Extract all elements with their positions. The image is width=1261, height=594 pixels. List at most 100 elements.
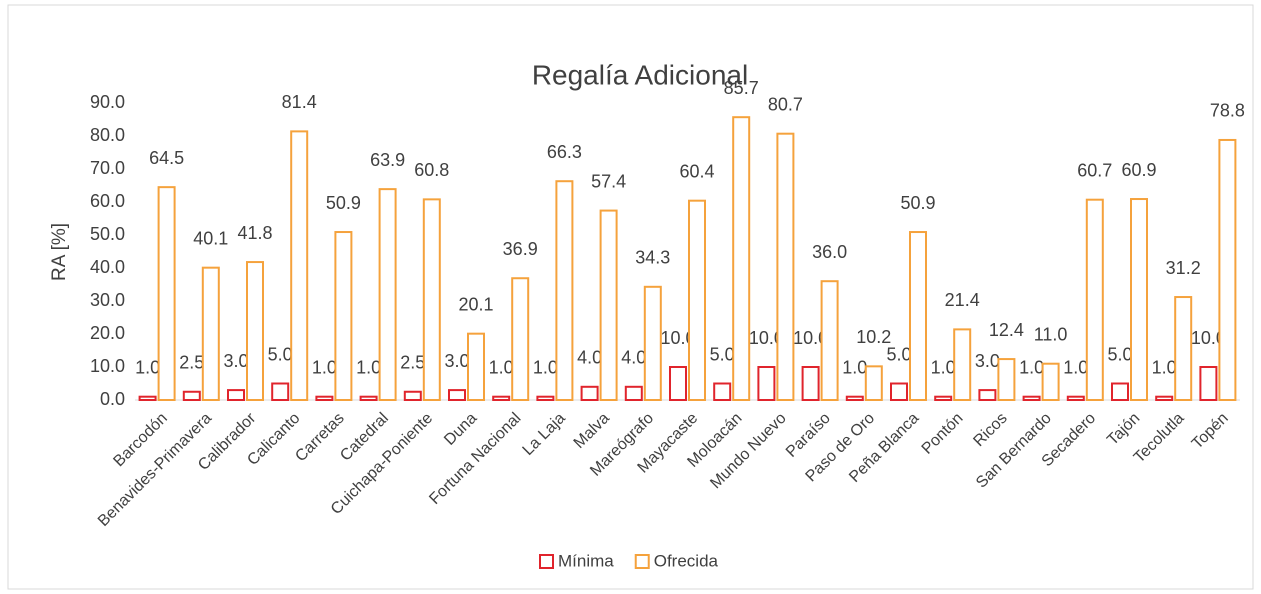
- chart-border: [7, 4, 1254, 590]
- bar: [801, 366, 820, 401]
- data-label: 1.0: [312, 357, 337, 377]
- bar: [890, 382, 908, 401]
- data-label: 60.4: [679, 161, 714, 181]
- bar: [334, 231, 353, 401]
- bar: [403, 390, 422, 401]
- y-tick-label: 90.0: [90, 92, 125, 112]
- data-label: 11.0: [1034, 324, 1068, 344]
- data-label: 57.4: [591, 171, 626, 191]
- bar: [732, 116, 751, 401]
- data-label: 81.4: [282, 92, 317, 112]
- data-label: 1.0: [135, 357, 160, 377]
- data-label: 64.5: [149, 148, 184, 168]
- data-label: 36.9: [503, 239, 538, 259]
- bar: [467, 332, 485, 402]
- bar: [422, 198, 441, 401]
- data-label: 21.4: [945, 290, 980, 310]
- data-label: 1.0: [356, 357, 381, 377]
- bar: [1155, 395, 1174, 402]
- data-label: 60.8: [414, 160, 449, 180]
- y-tick-label: 0.0: [100, 389, 125, 409]
- data-label: 10.0: [793, 328, 828, 348]
- bar: [1174, 296, 1193, 402]
- data-label: 1.0: [931, 357, 956, 377]
- bar: [820, 280, 839, 402]
- data-label: 85.7: [724, 78, 759, 98]
- data-label: 50.9: [326, 193, 361, 213]
- y-tick-label: 20.0: [90, 323, 125, 343]
- bar: [864, 365, 883, 401]
- data-label: 1.0: [533, 357, 558, 377]
- data-label: 2.5: [179, 353, 204, 373]
- data-label: 5.0: [1107, 344, 1132, 364]
- y-tick-label: 60.0: [90, 191, 125, 211]
- bar: [448, 389, 466, 402]
- data-label: 10.0: [1191, 328, 1226, 348]
- bar: [978, 389, 997, 402]
- bar: [201, 266, 220, 402]
- bar: [182, 390, 201, 401]
- y-tick-label: 70.0: [90, 158, 125, 178]
- bar: [688, 199, 706, 401]
- bar: [271, 382, 290, 401]
- y-tick-label: 10.0: [90, 356, 125, 376]
- data-label: 41.8: [237, 223, 272, 243]
- bar: [776, 132, 795, 401]
- data-label: 1.0: [1063, 357, 1088, 377]
- data-label: 10.2: [856, 327, 891, 347]
- data-label: 10.0: [749, 328, 784, 348]
- data-label: 31.2: [1166, 258, 1201, 278]
- bar: [624, 385, 643, 401]
- bar: [997, 358, 1016, 401]
- bar: [138, 395, 157, 402]
- bar: [669, 366, 687, 401]
- bar: [246, 261, 264, 401]
- data-label: 60.9: [1121, 160, 1156, 180]
- bar: [1111, 382, 1129, 401]
- data-label: 2.5: [400, 353, 425, 373]
- data-label: 3.0: [975, 351, 1000, 371]
- data-label: 4.0: [577, 348, 602, 368]
- bar: [713, 382, 732, 401]
- bar: [934, 395, 953, 402]
- data-label: 60.7: [1077, 160, 1112, 180]
- bar: [536, 395, 555, 402]
- bar: [1041, 362, 1060, 402]
- data-label: 12.4: [989, 320, 1024, 340]
- bar: [359, 395, 378, 402]
- bar: [1199, 366, 1218, 401]
- y-tick-label: 80.0: [90, 125, 125, 145]
- data-label: 1.0: [489, 357, 514, 377]
- data-label: 1.0: [1019, 357, 1044, 377]
- data-label: 10.0: [660, 328, 695, 348]
- bar: [315, 395, 334, 402]
- data-label: 1.0: [842, 357, 867, 377]
- data-label: 66.3: [547, 142, 582, 162]
- legend-label: Mínima: [558, 551, 614, 570]
- bar: [599, 209, 618, 401]
- bar: [290, 130, 309, 401]
- data-label: 5.0: [886, 344, 911, 364]
- bar: [1085, 198, 1104, 401]
- bar: [555, 180, 574, 401]
- data-label: 20.1: [458, 294, 493, 314]
- y-tick-label: 30.0: [90, 290, 125, 310]
- bar: [757, 366, 776, 401]
- data-label: 1.0: [1152, 357, 1177, 377]
- bar: [953, 328, 972, 402]
- bar: [1066, 395, 1085, 402]
- data-label: 78.8: [1210, 101, 1245, 121]
- legend-swatch: [539, 554, 554, 569]
- y-axis-label: RA [%]: [49, 223, 70, 281]
- bar: [909, 231, 927, 401]
- data-label: 63.9: [370, 150, 405, 170]
- bar: [227, 389, 245, 402]
- bar: [1130, 198, 1148, 401]
- bar: [643, 285, 662, 401]
- y-tick-label: 40.0: [90, 257, 125, 277]
- bar: [1022, 395, 1041, 402]
- bar: [157, 186, 176, 401]
- data-label: 3.0: [223, 351, 248, 371]
- y-tick-label: 50.0: [90, 224, 125, 244]
